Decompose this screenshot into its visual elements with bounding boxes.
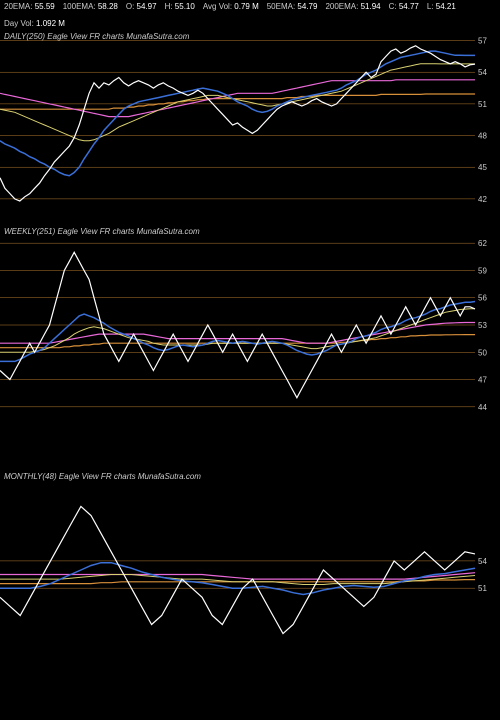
y-tick-label: 45 [478, 163, 487, 172]
y-tick-label: 47 [478, 376, 487, 385]
y-tick-label: 51 [478, 100, 487, 109]
series-ema50 [0, 309, 475, 353]
chart-svg: 51 54 [0, 470, 500, 670]
y-tick-label: 54 [478, 557, 487, 566]
chart-panel-daily: DAILY(250) Eagle View FR charts MunafaSu… [0, 30, 500, 220]
series-ema20 [0, 51, 475, 176]
y-tick-label: 62 [478, 239, 487, 248]
chart-svg: 44 47 50 53 56 59 62 [0, 225, 500, 425]
y-tick-label: 44 [478, 403, 487, 412]
stat-item: Day Vol: 1.092 M [4, 19, 65, 28]
y-tick-label: 48 [478, 132, 487, 141]
chart-panel-monthly: MONTHLY(48) Eagle View FR charts MunafaS… [0, 470, 500, 670]
stat-item: 20EMA: 55.59 [4, 2, 55, 11]
stat-item: 100EMA: 58.28 [63, 2, 118, 11]
y-tick-label: 51 [478, 584, 487, 593]
y-tick-label: 50 [478, 348, 487, 357]
stat-item: L: 54.21 [427, 2, 456, 11]
stat-item: 50EMA: 54.79 [267, 2, 318, 11]
y-tick-label: 57 [478, 37, 487, 46]
chart-panel-weekly: WEEKLY(251) Eagle View FR charts MunafaS… [0, 225, 500, 425]
y-tick-label: 42 [478, 195, 487, 204]
stat-item: 200EMA: 51.94 [325, 2, 380, 11]
series-ema100 [0, 323, 475, 344]
panel-title: MONTHLY(48) Eagle View FR charts MunafaS… [4, 472, 201, 481]
stat-item: C: 54.77 [389, 2, 419, 11]
panel-title: DAILY(250) Eagle View FR charts MunafaSu… [4, 32, 189, 41]
series-price [0, 46, 475, 201]
chart-svg: 42 45 48 51 54 57 [0, 30, 500, 220]
y-tick-label: 59 [478, 266, 487, 275]
y-tick-label: 54 [478, 68, 487, 77]
series-price [0, 506, 475, 633]
stats-header: 20EMA: 55.59 100EMA: 58.28 O: 54.97 H: 55.1… [0, 0, 500, 30]
y-tick-label: 56 [478, 294, 487, 303]
stat-item: O: 54.97 [126, 2, 157, 11]
y-tick-label: 53 [478, 321, 487, 330]
stat-item: H: 55.10 [165, 2, 195, 11]
stat-item: Avg Vol: 0.79 M [203, 2, 259, 11]
panel-title: WEEKLY(251) Eagle View FR charts MunafaS… [4, 227, 200, 236]
